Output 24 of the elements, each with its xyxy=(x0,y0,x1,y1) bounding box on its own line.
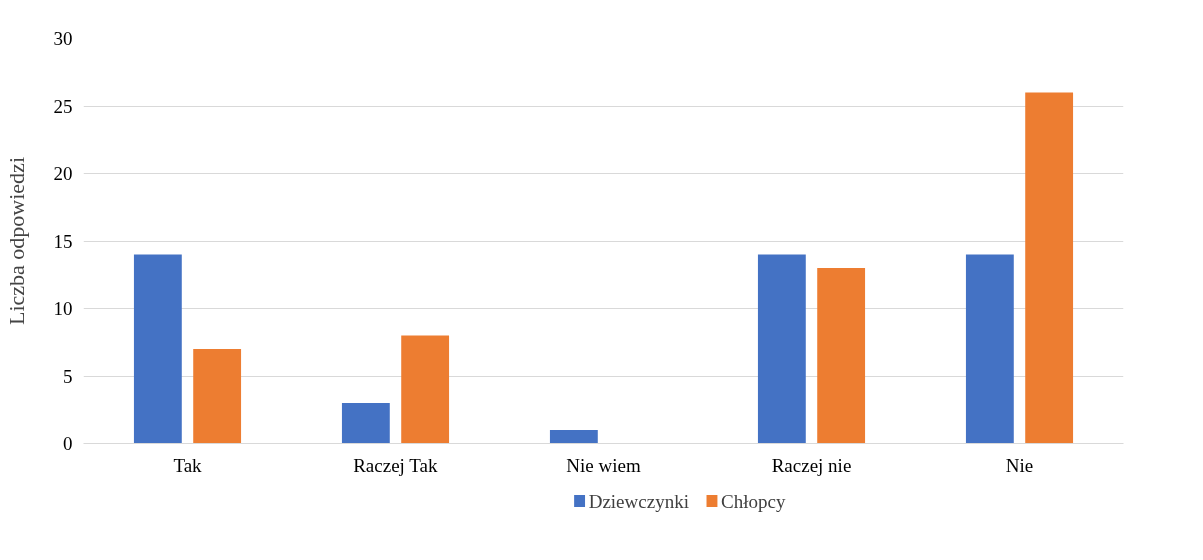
y-tick-label: 0 xyxy=(63,433,73,454)
bar xyxy=(757,254,806,444)
x-tick-label: Raczej Tak xyxy=(353,454,438,476)
x-tick-label: Nie xyxy=(1005,454,1034,476)
x-tick-label: Tak xyxy=(173,454,203,476)
bar xyxy=(341,403,390,444)
bar xyxy=(401,335,450,444)
y-tick-label: 30 xyxy=(53,28,73,49)
legend-label: Chłopcy xyxy=(721,490,786,512)
bar xyxy=(549,430,598,444)
bar xyxy=(1025,92,1074,444)
y-tick-label: 5 xyxy=(63,365,73,387)
y-tick-label: 15 xyxy=(53,230,73,252)
x-tick-label: Nie wiem xyxy=(566,454,641,476)
y-tick-label: 25 xyxy=(53,95,73,117)
y-tick-label: 10 xyxy=(53,298,73,319)
y-axis-title: Liczba odpowiedzi xyxy=(3,156,29,325)
bar xyxy=(817,268,866,444)
legend-label: Dziewczynki xyxy=(588,490,689,512)
bar xyxy=(965,254,1014,444)
y-tick-label: 20 xyxy=(53,163,73,184)
bar xyxy=(193,349,242,444)
bar xyxy=(133,254,182,444)
x-tick-label: Raczej nie xyxy=(771,454,852,476)
